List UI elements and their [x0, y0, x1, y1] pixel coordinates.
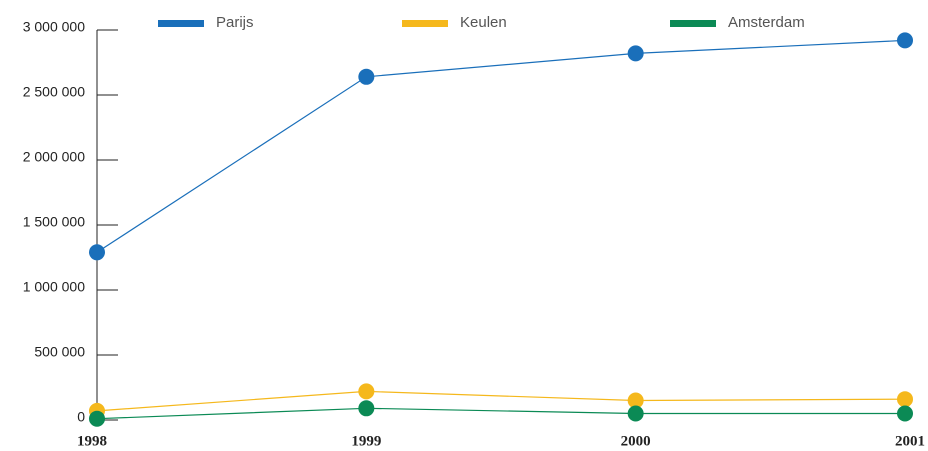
y-tick-label: 1 000 000: [23, 279, 85, 295]
series-line: [96, 407, 905, 420]
data-point: [627, 45, 644, 62]
y-tick-label: 3 000 000: [23, 19, 85, 35]
y-tick-label: 500 000: [34, 344, 85, 360]
legend-label: Amsterdam: [728, 14, 805, 31]
x-tick-label: 2000: [621, 433, 651, 449]
data-point: [897, 391, 913, 408]
data-point: [358, 383, 375, 400]
legend-label: Parijs: [216, 14, 254, 31]
y-tick-label: 2 000 000: [23, 149, 85, 165]
data-point: [358, 400, 375, 417]
series-line: [96, 390, 906, 412]
data-point: [89, 244, 105, 261]
legend-swatch: [670, 20, 716, 27]
series-line: [96, 39, 906, 253]
x-tick-label: 1998: [77, 433, 107, 449]
legend-label: Keulen: [460, 14, 507, 31]
data-point: [897, 405, 913, 422]
legend-swatch: [402, 20, 448, 27]
data-point: [627, 405, 644, 422]
data-point: [358, 68, 375, 85]
data-point: [89, 410, 105, 427]
y-tick-label: 2 500 000: [23, 84, 85, 100]
y-tick-label: 1 500 000: [23, 214, 85, 230]
data-point: [627, 392, 644, 409]
legend-swatch: [158, 20, 204, 27]
x-tick-label: 1999: [351, 433, 381, 449]
x-tick-label: 2001: [895, 433, 925, 449]
y-tick-label: 0: [77, 409, 85, 425]
data-point: [897, 32, 913, 49]
